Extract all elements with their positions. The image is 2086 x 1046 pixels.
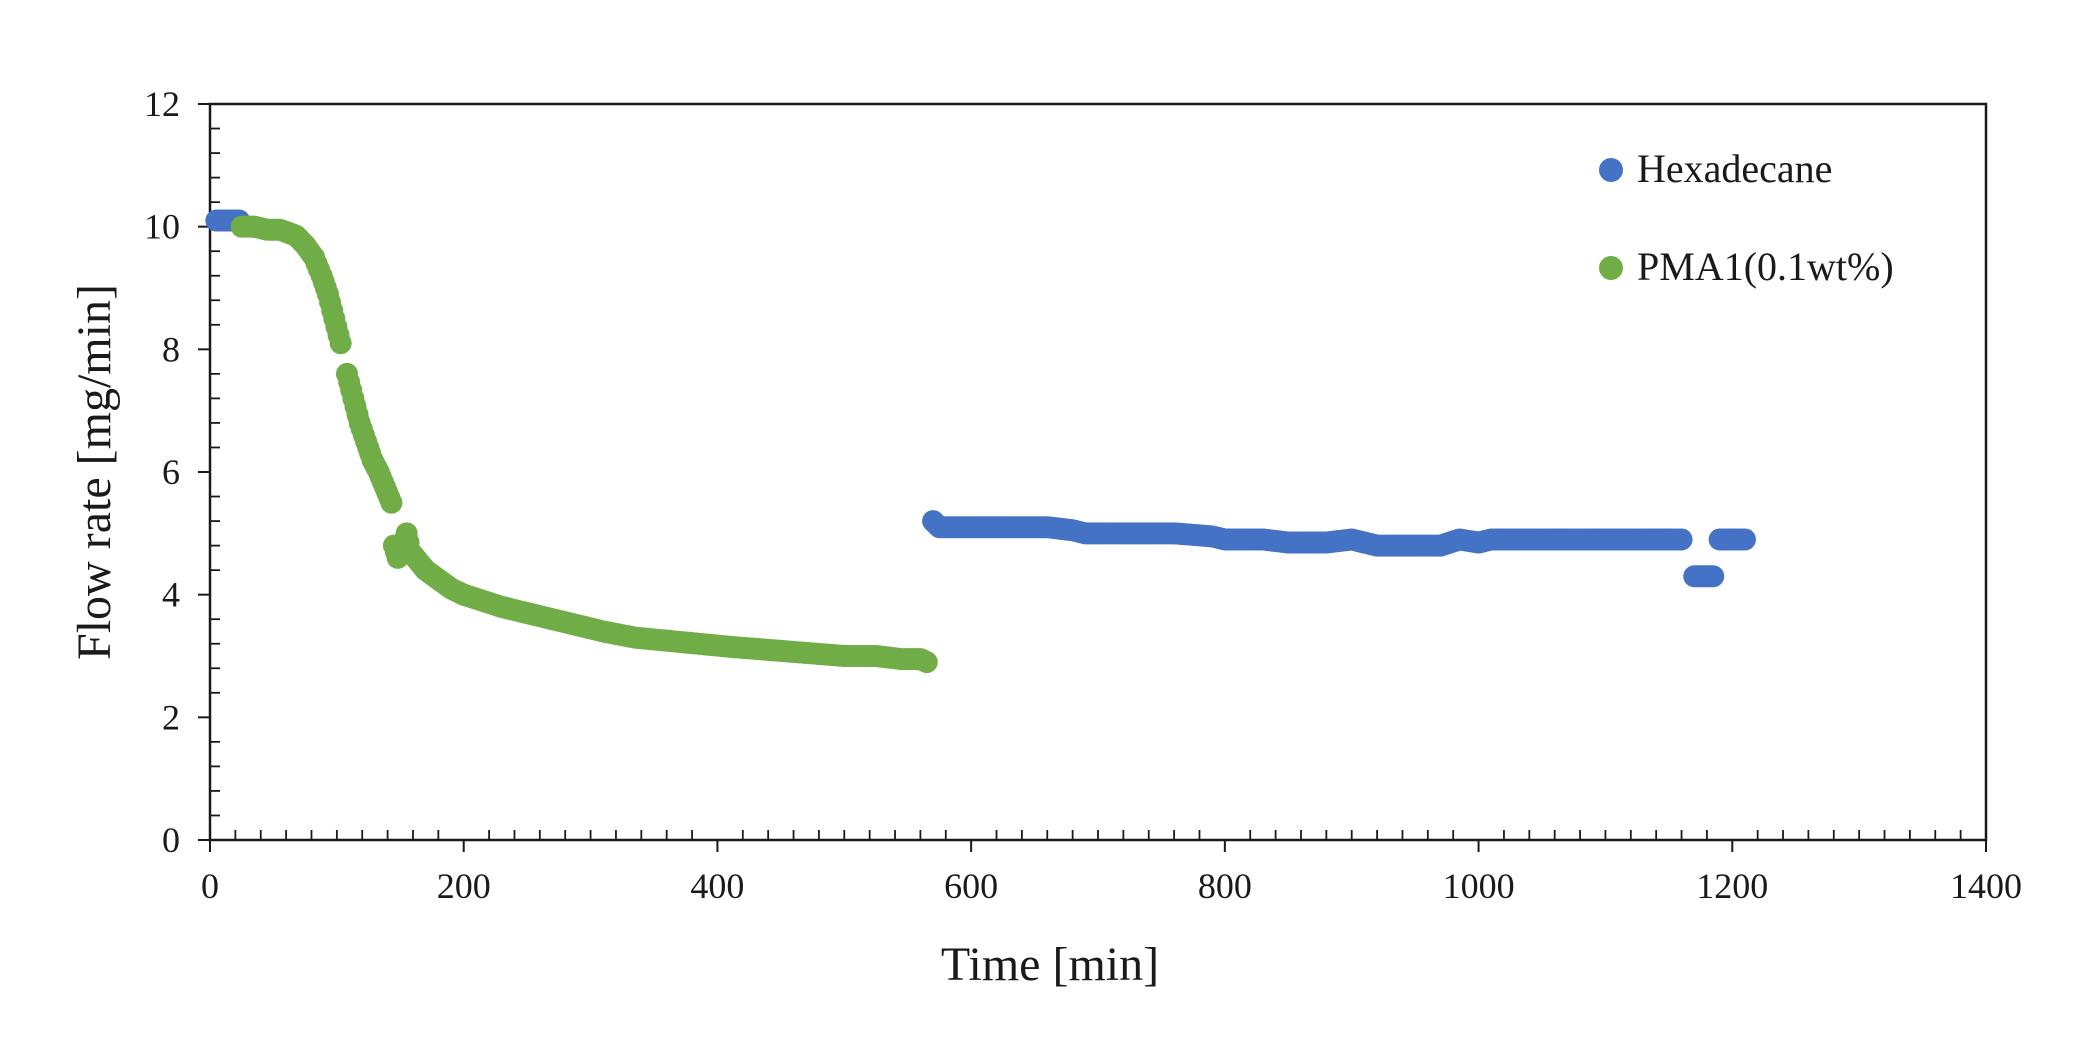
y-tick-label: 2 (162, 697, 180, 737)
x-tick-label: 600 (944, 866, 998, 906)
series-pma1-point (329, 332, 352, 355)
axis-ticks (198, 103, 1987, 852)
legend-label-hexadecane: Hexadecane (1637, 146, 1832, 191)
x-tick-label: 1200 (1696, 866, 1768, 906)
series-hexadecane-point (1702, 565, 1725, 588)
x-tick-label: 0 (201, 866, 219, 906)
y-axis-title: Flow rate [mg/min] (68, 284, 121, 660)
axis-tick-labels: 0 200 400 600 800 1000 1200 1400 0 2 4 6 8 10 12 (144, 84, 2022, 906)
series-pma1-point (915, 651, 938, 674)
x-tick-label: 200 (437, 866, 491, 906)
y-tick-label: 0 (162, 820, 180, 860)
legend: Hexadecane PMA1(0.1wt%) (1599, 146, 1894, 289)
legend-marker-hexadecane (1599, 158, 1623, 182)
y-tick-label: 10 (144, 207, 180, 247)
y-tick-label: 8 (162, 329, 180, 369)
series-pma1-point (380, 491, 403, 514)
legend-label-pma1: PMA1(0.1wt%) (1637, 244, 1894, 289)
x-tick-label: 800 (1198, 866, 1252, 906)
plot-area (208, 102, 1988, 842)
series-hexadecane-point (1733, 528, 1756, 551)
x-axis-title: Time [min] (941, 938, 1159, 991)
y-tick-label: 12 (144, 84, 180, 124)
x-tick-label: 1400 (1950, 866, 2022, 906)
data-points (205, 209, 1756, 674)
y-tick-label: 6 (162, 452, 180, 492)
x-tick-label: 400 (690, 866, 744, 906)
legend-marker-pma1 (1599, 256, 1623, 280)
y-tick-label: 4 (162, 575, 180, 615)
x-tick-label: 1000 (1443, 866, 1515, 906)
series-hexadecane-point (1670, 528, 1693, 551)
